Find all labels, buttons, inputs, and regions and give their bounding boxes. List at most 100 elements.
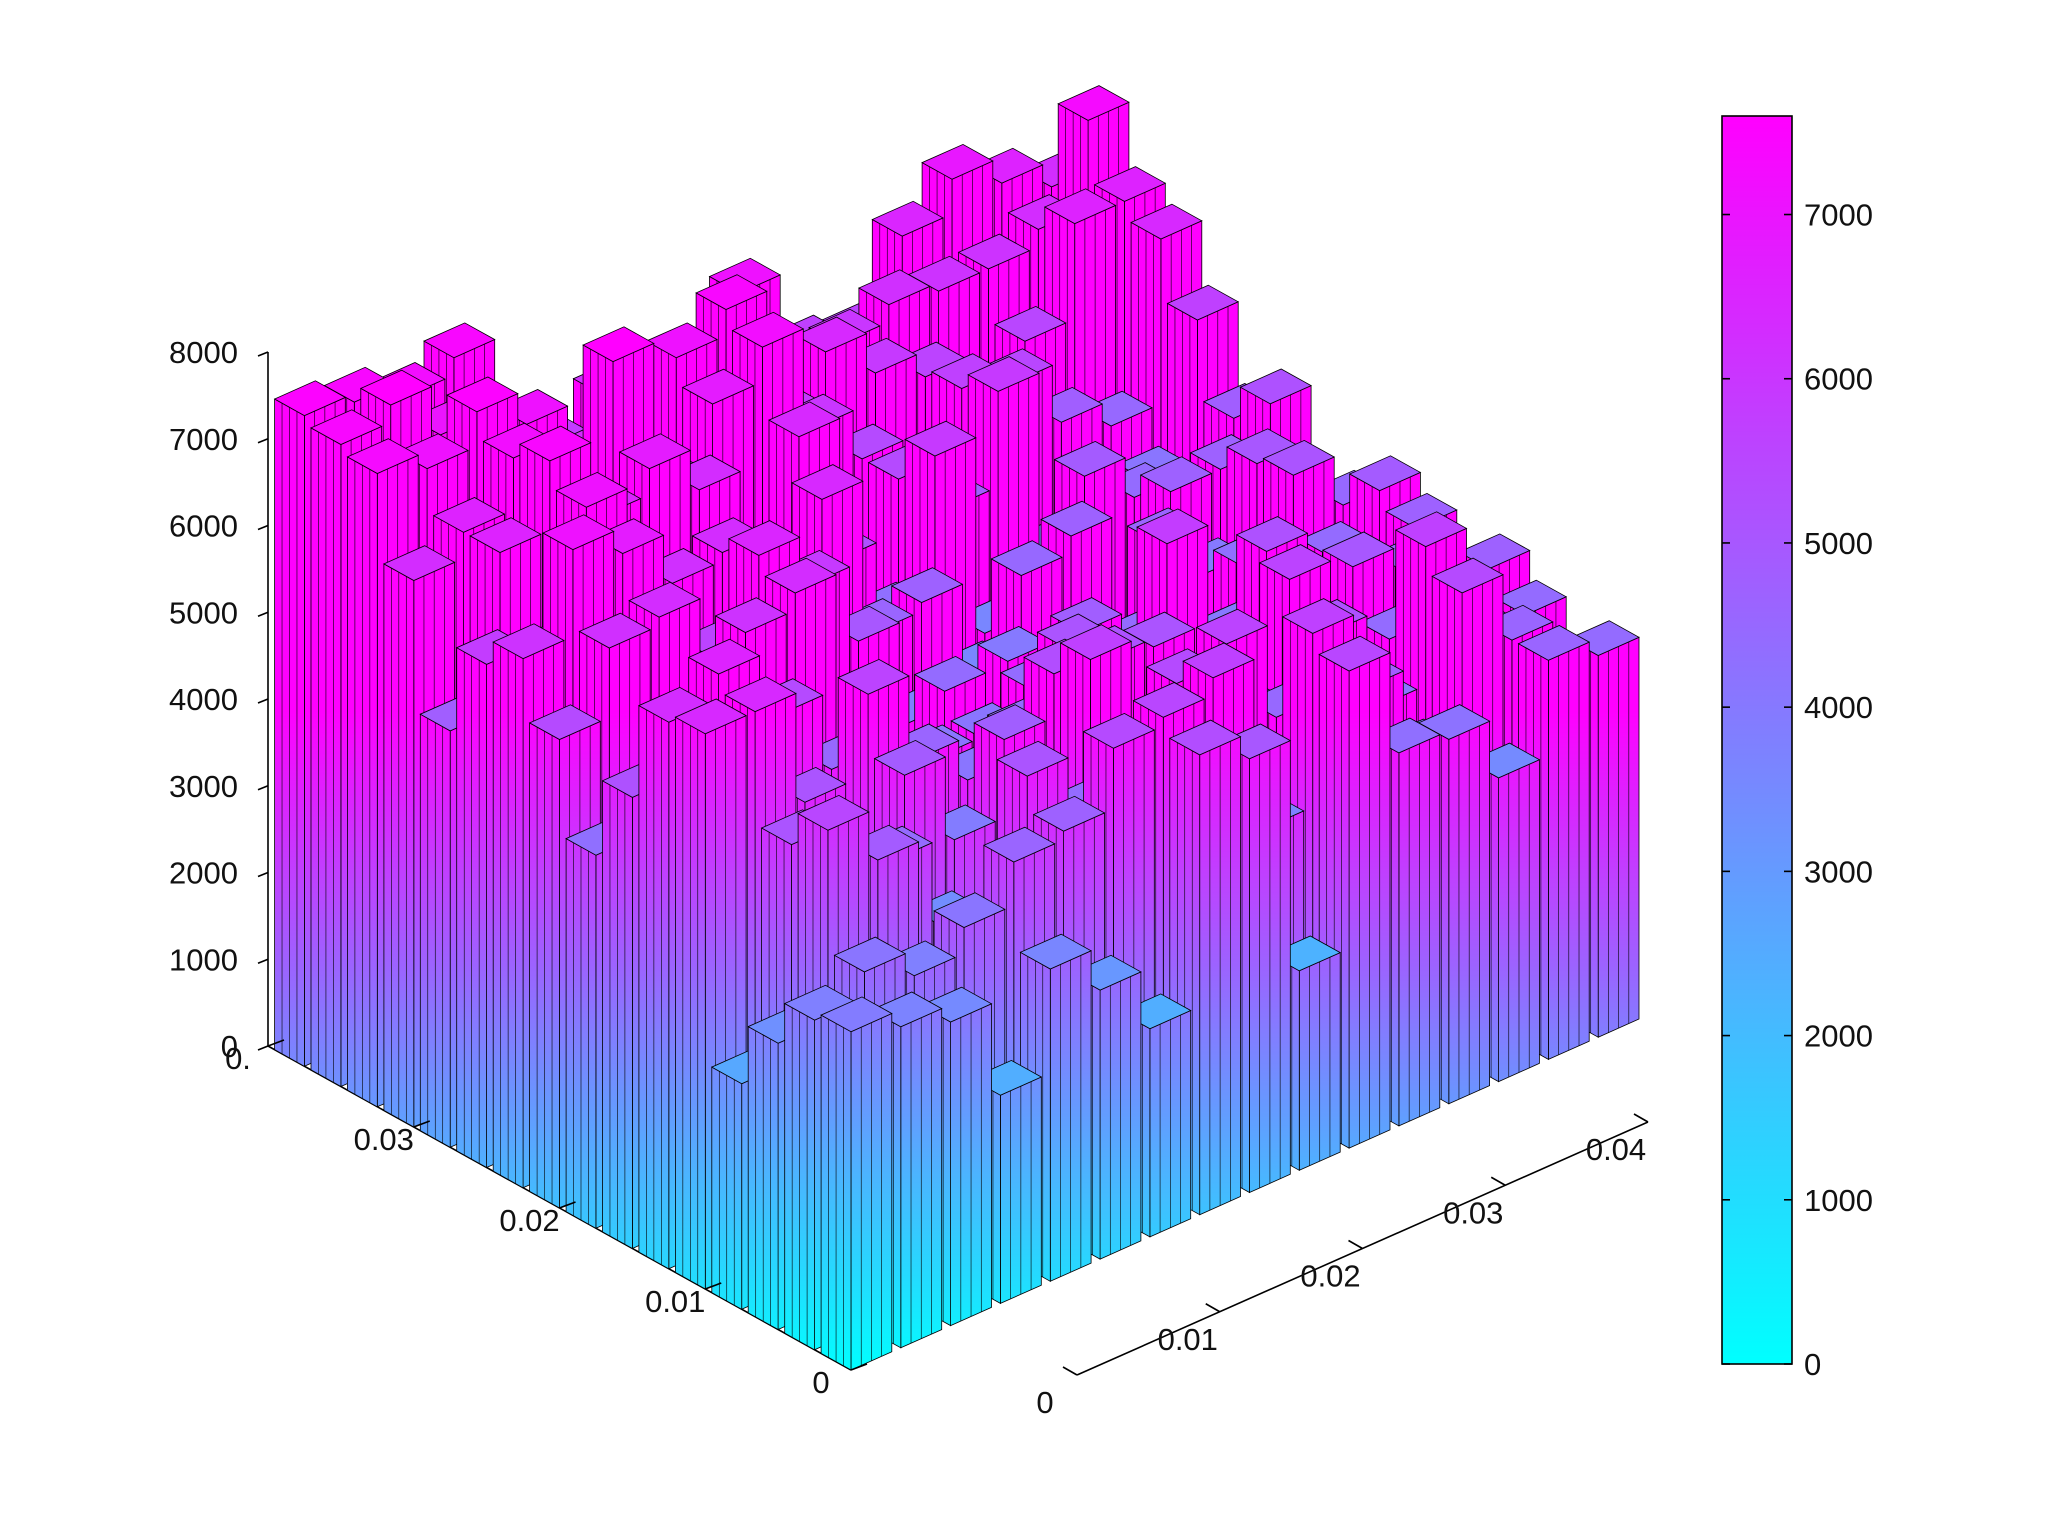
bar-top [1394,511,1468,548]
y-tick-label: 0. [225,1041,251,1076]
bar-top [994,305,1067,342]
bar-top [768,401,841,438]
x-tick-label: 0.01 [1158,1322,1218,1357]
bar-top [645,322,718,359]
z-tick-mark [257,438,269,444]
bar-top [1043,188,1117,225]
bar-top [1082,712,1156,749]
x-axis-ticks: 0 0.01 0.02 0.03 0.04 [1036,1113,1649,1420]
bar-top [1517,625,1591,661]
x-tick-label: 0.04 [1586,1132,1646,1167]
z-axis-ticks: 0 1000 2000 3000 4000 5000 6000 7000 8000 [169,335,269,1064]
colorbar-tick-label: 6000 [1804,362,1873,397]
bar-top [977,626,1050,662]
bar-top [1281,598,1355,634]
y-tick-label: 0 [812,1365,829,1400]
x-tick-mark [1205,1303,1221,1313]
z-tick-label: 4000 [169,682,238,717]
bar-top [359,369,433,406]
colorbar-frame [1721,115,1793,1365]
bar-top [714,597,788,633]
bar-top [618,433,692,470]
bar-top [1166,284,1240,321]
bar-top [1431,557,1504,594]
bar-top [1093,166,1167,202]
x-tick-label: 0 [1036,1385,1053,1420]
bar-top [383,545,456,581]
y-tick-label: 0.02 [499,1203,559,1238]
bar-top [1168,719,1242,756]
bar-top [858,269,931,306]
bar-top [1322,531,1395,568]
z-tick-mark [257,611,269,617]
bar-top [873,739,947,776]
bar-top [695,274,768,310]
y-tick-mark [704,1282,722,1290]
bar-top [820,996,893,1033]
bar-top [973,704,1046,740]
bar-top [528,704,602,740]
bar-top [1132,682,1205,718]
bar-top [764,557,837,594]
bar-top [628,581,701,618]
bar-top [837,658,910,695]
bar-top [469,517,542,553]
bar-top [1235,516,1309,552]
bar-top [904,420,977,457]
bar-top [1139,456,1213,493]
colorbar-gradient [1722,116,1792,1364]
y-tick-mark [413,1120,431,1128]
bar-top [446,376,519,413]
bar-top [555,471,628,508]
bar-top [728,520,801,556]
z-tick-mark [257,785,269,791]
bar-top [582,326,655,363]
bar-top [1239,368,1312,405]
bar-top [1032,795,1106,832]
z-tick-label: 2000 [169,856,238,891]
z-tick-label: 5000 [169,595,238,630]
z-tick-mark [257,958,269,964]
z-tick-mark [257,698,269,704]
bar-top [1130,203,1203,240]
colorbar-tick-label: 7000 [1804,198,1873,233]
x-tick-label: 0.02 [1300,1259,1360,1294]
surface-bar [820,996,893,1371]
bar-top [432,497,506,533]
bar-top [423,322,496,359]
bar-top [1019,933,1092,970]
bar-top [1318,635,1391,672]
bar-top [1057,85,1130,121]
bar-top [921,143,994,180]
bar-top [273,380,347,417]
bar-top [519,425,592,462]
bar-top [681,368,755,405]
bar-top [310,409,383,445]
bar-top [996,740,1069,777]
colorbar: 0 1000 2000 3000 4000 5000 6000 7000 [1721,115,1873,1382]
bar-top [1059,624,1133,660]
colorbar-tick-label: 0 [1804,1347,1821,1382]
x-tick-mark [1348,1239,1363,1250]
bar-top [1195,608,1269,645]
bar-top [1182,642,1255,679]
z-tick-mark [257,524,269,531]
bar-top [346,438,420,474]
z-tick-label: 8000 [169,335,238,370]
y-tick-mark [850,1363,868,1371]
bar-top [674,698,747,735]
bar-top [890,567,964,603]
bar-top [833,936,907,973]
y-tick-mark [559,1201,576,1209]
z-tick-mark [257,1045,269,1051]
bar-top [687,638,761,675]
y-axis-ticks: 0 0.01 0.02 0.03 0. [225,1039,868,1400]
bar-top [1040,500,1113,537]
bar-top [957,233,1031,270]
y-tick-mark [267,1039,285,1047]
bar-top [492,623,565,660]
y-tick-label: 0.03 [354,1122,414,1157]
bar-top [1262,439,1336,476]
bar-top [724,676,797,713]
colorbar-tick-label: 4000 [1804,690,1873,725]
